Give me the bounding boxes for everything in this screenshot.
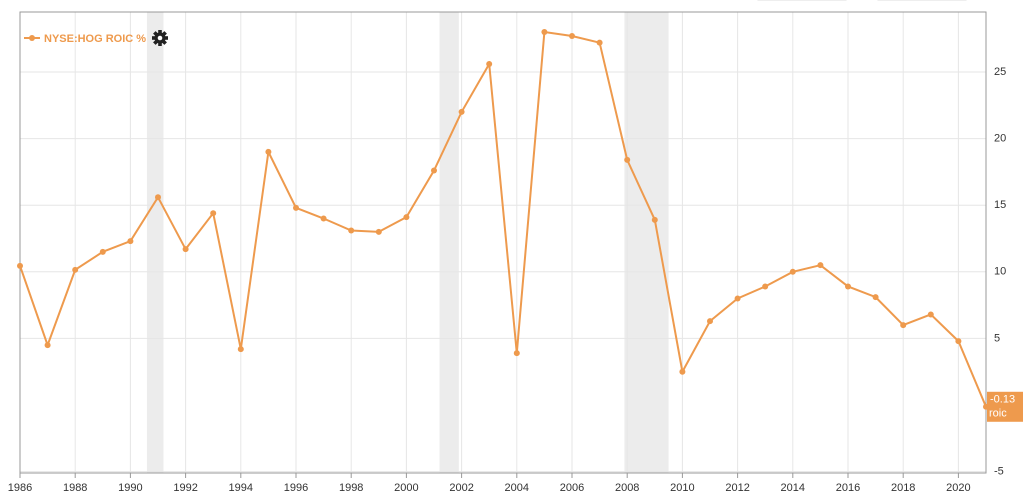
legend-label: NYSE:HOG ROIC %: [44, 33, 146, 45]
data-point: [596, 39, 603, 46]
end-label-box: [987, 391, 1023, 422]
data-point: [486, 60, 493, 67]
y-tick-label: 20: [994, 132, 1006, 144]
y-tick-label: 5: [994, 332, 1000, 344]
x-tick-label: 2004: [505, 482, 529, 493]
y-tick-label: 15: [994, 199, 1006, 211]
data-point: [265, 148, 272, 155]
x-tick-label: 1992: [173, 482, 197, 493]
end-label-value: -0.13: [990, 394, 1015, 406]
data-point: [127, 238, 134, 245]
data-point: [72, 266, 79, 273]
settings-icon[interactable]: [152, 30, 168, 46]
data-point: [99, 248, 106, 255]
data-point: [293, 204, 299, 211]
data-point: [17, 262, 23, 269]
data-point: [513, 350, 520, 357]
plot-frame: [19, 11, 987, 474]
x-tick-label: 2008: [615, 482, 639, 493]
data-point: [955, 338, 962, 345]
data-point: [541, 28, 548, 35]
data-point: [431, 167, 437, 174]
legend-marker: [29, 35, 35, 41]
y-tick-label: 25: [994, 66, 1006, 78]
recession-band: [624, 12, 669, 473]
gear-tooth: [158, 30, 162, 34]
x-tick-label: 2000: [394, 482, 418, 493]
x-tick-label: 2012: [725, 482, 749, 493]
data-point: [707, 318, 713, 325]
data-point: [458, 108, 465, 115]
end-label-name: roic: [989, 408, 1007, 420]
data-point: [320, 215, 327, 222]
x-tick-label: 2020: [946, 482, 970, 493]
x-tick-label: 2006: [560, 482, 584, 493]
y-tick-label: 10: [994, 266, 1006, 278]
x-tick-label: 1994: [229, 482, 253, 493]
x-tick-label: 2016: [836, 482, 860, 493]
gear-tooth: [158, 42, 162, 46]
recession-band: [146, 12, 164, 473]
x-tick-label: 1998: [339, 482, 363, 493]
data-point: [569, 32, 575, 39]
y-tick-label: -5: [994, 466, 1004, 478]
x-tick-label: 2014: [781, 482, 805, 493]
x-tick-label: 1986: [8, 482, 32, 493]
x-tick-label: 2010: [670, 482, 694, 493]
x-tick-label: 2002: [449, 482, 473, 493]
x-tick-label: 2018: [891, 482, 915, 493]
data-point: [817, 262, 824, 269]
data-point: [182, 246, 189, 253]
x-tick-label: 1988: [63, 482, 87, 493]
data-point: [210, 210, 217, 217]
data-point: [155, 194, 161, 201]
data-point: [237, 346, 244, 353]
data-point: [624, 156, 631, 163]
data-point: [44, 342, 51, 349]
data-point: [900, 322, 907, 329]
data-point: [679, 368, 686, 375]
x-tick-label: 1990: [118, 482, 142, 493]
data-point: [927, 311, 934, 318]
x-tick-label: 1996: [284, 482, 308, 493]
gear-hole: [157, 35, 163, 41]
data-point: [845, 283, 851, 290]
data-point: [762, 283, 769, 290]
data-point: [375, 228, 382, 235]
data-point: [403, 214, 410, 221]
series-line: [19, 30, 987, 408]
data-point: [348, 227, 355, 234]
data-point: [734, 295, 741, 302]
data-point: [651, 216, 658, 223]
data-point: [872, 294, 879, 301]
recession-band: [439, 12, 459, 473]
data-point: [789, 268, 796, 275]
